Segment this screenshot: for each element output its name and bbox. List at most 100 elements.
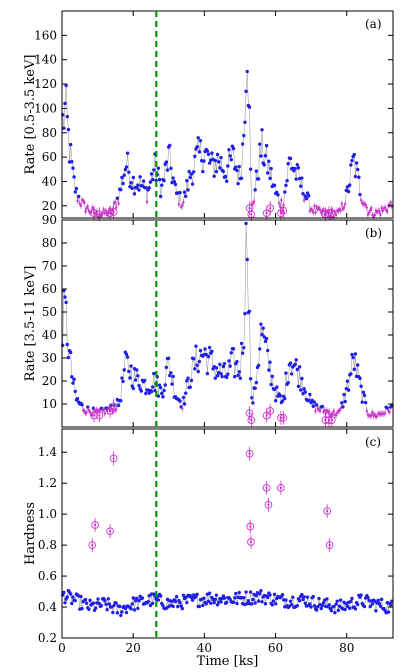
data-point [166,356,171,360]
data-point [237,370,241,374]
data-point [193,154,197,159]
data-point [350,596,354,601]
flagged-marker-ring [245,449,254,458]
data-point [353,174,358,179]
data-point [178,190,182,195]
data-point-flagged [316,208,320,211]
data-point [264,143,269,148]
data-point [245,69,249,74]
flagged-marker-ring [106,527,114,536]
data-point [237,164,241,169]
data-point [135,186,139,190]
data-point [355,363,360,367]
data-point [190,598,195,602]
panel-label: (c) [365,435,381,449]
data-point [75,396,80,401]
data-point [204,352,208,357]
data-point-flagged [103,412,107,416]
data-point-flagged [370,206,373,210]
data-point [138,175,142,179]
panels: 20 40 60 80 100 120 140 160 Rate [0.5-3.5 keV] (a… [23,10,394,645]
data-point [146,600,150,604]
series-line [62,223,393,418]
data-point [201,603,205,608]
data-point [131,175,136,180]
y-tick-label: 0.8 [38,538,57,552]
data-point [71,166,75,170]
data-point [310,398,314,403]
data-point [348,183,352,187]
y-tick-label: 10 [42,397,57,411]
data-point [172,180,177,184]
data-point [164,365,169,370]
data-point [129,181,133,185]
data-point [236,373,240,378]
data-point [386,610,391,614]
data-point [72,377,76,381]
data-point-flagged [340,202,343,205]
data-point [280,592,285,597]
data-point [128,376,132,380]
y-tick-label: 60 [42,150,57,164]
data-point [269,382,273,387]
data-point [260,128,264,132]
flagged-marker-ring [247,538,255,546]
data-point [245,257,249,262]
data-point [73,598,77,603]
data-point [311,594,315,599]
data-point [267,159,271,164]
flagged-marker-dot [326,509,329,513]
data-point-flagged [280,198,283,202]
data-point [150,601,155,606]
data-point [185,600,189,605]
data-point [71,381,75,385]
data-point [319,606,323,611]
data-point [119,187,123,192]
data-point [62,126,66,130]
data-point [270,374,274,379]
data-point [80,606,84,611]
flagged-marker-dot [269,207,272,210]
data-point [212,174,216,178]
data-point [278,394,282,398]
data-point [76,194,81,199]
data-point [136,606,140,611]
data-point [64,300,68,305]
data-point [215,374,220,378]
flagged-marker-dot [91,544,94,547]
data-point-flagged [388,410,391,414]
data-point-flagged [383,206,387,209]
data-point [148,603,153,608]
data-point-flagged [386,210,389,213]
data-point-flagged [334,213,338,217]
data-point [121,181,125,186]
flagged-marker-dot [248,412,251,415]
y-tick-label: 160 [34,28,57,42]
data-point [119,613,123,618]
data-point [346,388,351,392]
data-point [244,590,248,594]
data-point [379,597,384,602]
data-point [284,598,288,602]
data-point [130,602,134,606]
data-point-flagged [359,199,363,202]
data-point-flagged [117,202,120,205]
data-point-flagged [310,208,314,212]
data-point [359,593,363,597]
data-point [289,602,294,607]
data-point-flagged [104,209,108,212]
flagged-marker-ring [90,209,98,217]
flagged-marker-ring [266,204,275,213]
data-point-flagged [367,211,371,214]
data-point [171,374,175,379]
data-point [207,345,212,350]
data-point [65,342,69,347]
data-point-flagged [374,209,378,212]
data-point-flagged [76,199,79,203]
data-point-flagged [107,211,110,215]
data-point-flagged [369,209,372,212]
data-point [163,383,167,387]
data-point [247,309,252,313]
data-point [238,376,243,380]
data-point-flagged [339,407,342,411]
